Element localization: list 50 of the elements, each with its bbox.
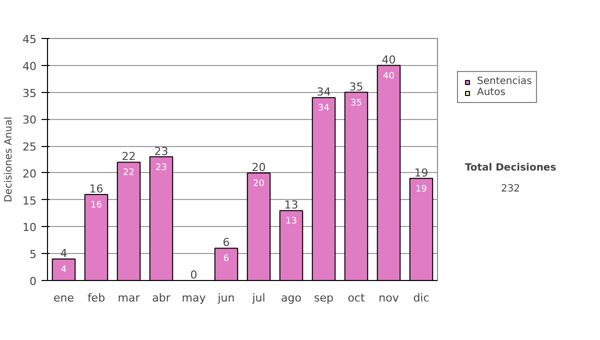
x-tick-label: jun xyxy=(216,292,235,304)
y-tick-label: 20 xyxy=(22,167,37,180)
x-tick-label: mar xyxy=(118,292,140,304)
x-tick-label: nov xyxy=(378,292,400,304)
y-tick-label: 30 xyxy=(22,114,37,127)
total-label: 4 xyxy=(60,246,68,260)
total-label: 0 xyxy=(190,268,198,282)
data-label: 22 xyxy=(123,168,134,178)
total-label: 6 xyxy=(222,236,230,250)
total-label: 34 xyxy=(316,86,331,99)
data-label: 35 xyxy=(350,98,362,108)
data-label: 40 xyxy=(383,71,395,82)
data-label: 13 xyxy=(286,216,297,227)
x-tick-label: abr xyxy=(152,292,171,304)
data-label: 19 xyxy=(416,184,428,194)
text: 232 xyxy=(500,184,520,194)
x-tick-label: may xyxy=(182,292,206,304)
y-tick-label: 5 xyxy=(30,248,36,262)
x-tick-label: oct xyxy=(348,292,366,304)
x-tick-label: ago xyxy=(281,292,302,304)
x-tick-label: jul xyxy=(251,292,266,304)
x-tick-label: ene xyxy=(53,292,74,304)
total-label: 20 xyxy=(252,160,266,174)
y-tick-label: 45 xyxy=(22,33,37,46)
total-label: 35 xyxy=(349,80,364,94)
total-label: 22 xyxy=(122,150,136,164)
y-tick-label: 10 xyxy=(22,221,37,234)
legend-label: Sentencias xyxy=(477,76,532,87)
y-tick-label: 40 xyxy=(22,60,37,73)
x-tick-label: sep xyxy=(314,292,334,304)
total-label: 16 xyxy=(89,182,104,196)
y-axis-title: Decisiones Anual xyxy=(4,116,15,202)
data-label: 20 xyxy=(253,178,265,189)
y-tick-label: 35 xyxy=(22,86,37,100)
data-label: 23 xyxy=(156,162,167,173)
data-label: 34 xyxy=(318,104,330,114)
y-tick-label: 15 xyxy=(22,194,37,208)
total-label: 23 xyxy=(154,144,168,158)
total-label: 40 xyxy=(382,53,396,66)
data-label: 4 xyxy=(60,264,67,275)
total-label: 19 xyxy=(414,166,428,180)
text: Total Decisiones xyxy=(464,162,556,174)
total-label: 13 xyxy=(284,198,298,212)
data-label: 16 xyxy=(90,200,102,210)
x-tick-label: dic xyxy=(413,292,430,304)
data-label: 6 xyxy=(223,254,230,264)
x-tick-label: feb xyxy=(87,292,106,304)
y-tick-label: 25 xyxy=(22,140,37,154)
y-tick-label: 0 xyxy=(30,275,36,288)
legend-label: Autos xyxy=(477,87,506,98)
